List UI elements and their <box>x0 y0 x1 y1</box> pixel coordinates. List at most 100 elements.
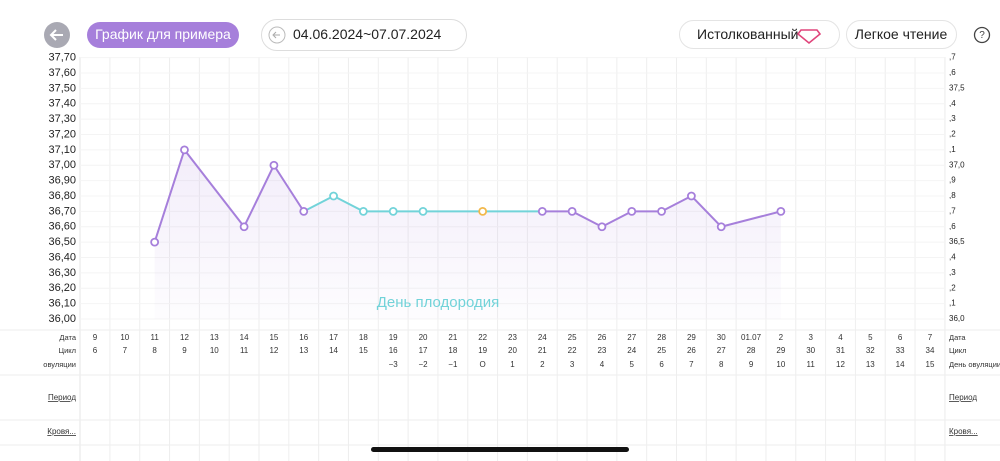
line-segment <box>303 195 335 213</box>
date-label: 18 <box>359 333 368 342</box>
cycle-day-label: 14 <box>329 346 338 355</box>
y-tick-label: 37,20 <box>48 128 76 140</box>
line-segment <box>243 164 275 228</box>
ovulation-day-label: 7 <box>689 360 694 369</box>
example-button[interactable] <box>87 22 239 48</box>
ovulation-day-label: О <box>480 360 486 369</box>
date-label: 16 <box>299 333 308 342</box>
point <box>150 237 160 247</box>
date-label: 14 <box>240 333 249 342</box>
interpreted-label: Истолкованный <box>697 26 798 42</box>
ovulation-day-label: 11 <box>807 360 816 369</box>
y2-tick-label: ,1 <box>949 299 956 308</box>
row-label: Цикл <box>949 346 966 355</box>
ovulation-day-label: 2 <box>540 360 545 369</box>
line-segment <box>153 149 186 243</box>
cycle-day-label: 11 <box>240 346 249 355</box>
date-label: 5 <box>868 333 873 342</box>
y-tick-label: 36,80 <box>48 190 76 202</box>
line-segment <box>571 210 603 228</box>
date-label: 22 <box>478 333 487 342</box>
cycle-day-label: 31 <box>836 346 845 355</box>
date-label: 4 <box>838 333 843 342</box>
date-label: 10 <box>120 333 129 342</box>
ovulation-day-label: 8 <box>719 360 724 369</box>
date-icon <box>268 26 286 44</box>
point <box>716 222 726 232</box>
cycle-day-label: 21 <box>538 346 547 355</box>
annotation: День плодородия <box>377 294 500 311</box>
date-range[interactable] <box>261 19 467 51</box>
date-label: 28 <box>657 333 666 342</box>
help-label: ? <box>979 30 985 41</box>
date-label: 7 <box>928 333 933 342</box>
point <box>269 160 279 170</box>
help-button[interactable] <box>973 26 991 44</box>
ovulation-day-label: 9 <box>749 360 754 369</box>
y2-tick-label: ,2 <box>949 130 956 139</box>
cycle-day-label: 33 <box>896 346 905 355</box>
cycle-day-label: 12 <box>269 346 278 355</box>
y2-tick-label: ,2 <box>949 283 956 292</box>
date-range-label: 04.06.2024~07.07.2024 <box>293 26 442 42</box>
extra-row-label: Кровя... <box>949 427 978 436</box>
y2-tick-label: ,6 <box>949 222 956 231</box>
extra-row-label: Кровя... <box>47 427 76 436</box>
ovulation-day-label: 10 <box>776 360 785 369</box>
point <box>239 222 249 232</box>
point <box>299 206 309 216</box>
easy-read-button[interactable] <box>846 20 957 49</box>
example-button-label: График для примера <box>95 26 231 42</box>
y-tick-label: 36,60 <box>48 221 76 233</box>
line-segment <box>661 195 692 213</box>
header: График для примера 04.06.2024~07.07.2024… <box>44 19 991 51</box>
back-icon <box>49 29 63 41</box>
line-segment <box>273 164 305 212</box>
interpreted-button[interactable] <box>679 20 840 49</box>
ovulation-day-label: 6 <box>659 360 664 369</box>
point <box>567 206 577 216</box>
point <box>358 206 368 216</box>
y2-tick-label: ,1 <box>949 145 956 154</box>
point <box>657 206 666 216</box>
date-label: 30 <box>717 333 726 342</box>
date-label: 12 <box>180 333 189 342</box>
ovulation-day-label: −1 <box>448 360 458 369</box>
cycle-day-label: 25 <box>657 346 666 355</box>
y-tick-label: 36,20 <box>48 282 76 294</box>
y-tick-label: 37,00 <box>48 159 76 171</box>
row-label: Дата <box>949 333 966 342</box>
y2-tick-label: ,9 <box>949 176 956 185</box>
y-tick-label: 37,70 <box>48 52 76 64</box>
ovulation-day-label: 13 <box>866 360 875 369</box>
date-label: 2 <box>779 333 784 342</box>
row-label: овуляции <box>43 360 76 369</box>
ovulation-day-label: −3 <box>389 360 399 369</box>
cycle-day-label: 10 <box>210 346 219 355</box>
cycle-day-label: 22 <box>568 346 577 355</box>
row-label: Дата <box>59 333 76 342</box>
y2-tick-label: 36,0 <box>949 314 965 323</box>
ovulation-day-label: 14 <box>896 360 905 369</box>
date-label: 29 <box>687 333 696 342</box>
y2-tick-label: 37,5 <box>949 83 965 92</box>
y-tick-label: 36,50 <box>48 236 76 248</box>
date-icon-arrow <box>272 31 280 39</box>
date-label: 17 <box>329 333 338 342</box>
point <box>537 206 547 216</box>
y-tick-label: 36,40 <box>48 251 76 263</box>
point <box>687 191 696 201</box>
y2-tick-label: ,7 <box>949 53 956 62</box>
point <box>478 206 488 216</box>
date-label: 24 <box>538 333 547 342</box>
y2-tick-label: ,6 <box>949 68 956 77</box>
line-segment <box>333 195 364 213</box>
cycle-day-label: 19 <box>478 346 487 355</box>
cycle-day-label: 7 <box>123 346 128 355</box>
line-segment <box>183 149 245 228</box>
date-label: 27 <box>627 333 636 342</box>
y2-tick-label: ,3 <box>949 268 956 277</box>
date-label: 13 <box>210 333 219 342</box>
y2-tick-label: ,3 <box>949 114 956 123</box>
y2-tick-label: ,4 <box>949 99 956 108</box>
